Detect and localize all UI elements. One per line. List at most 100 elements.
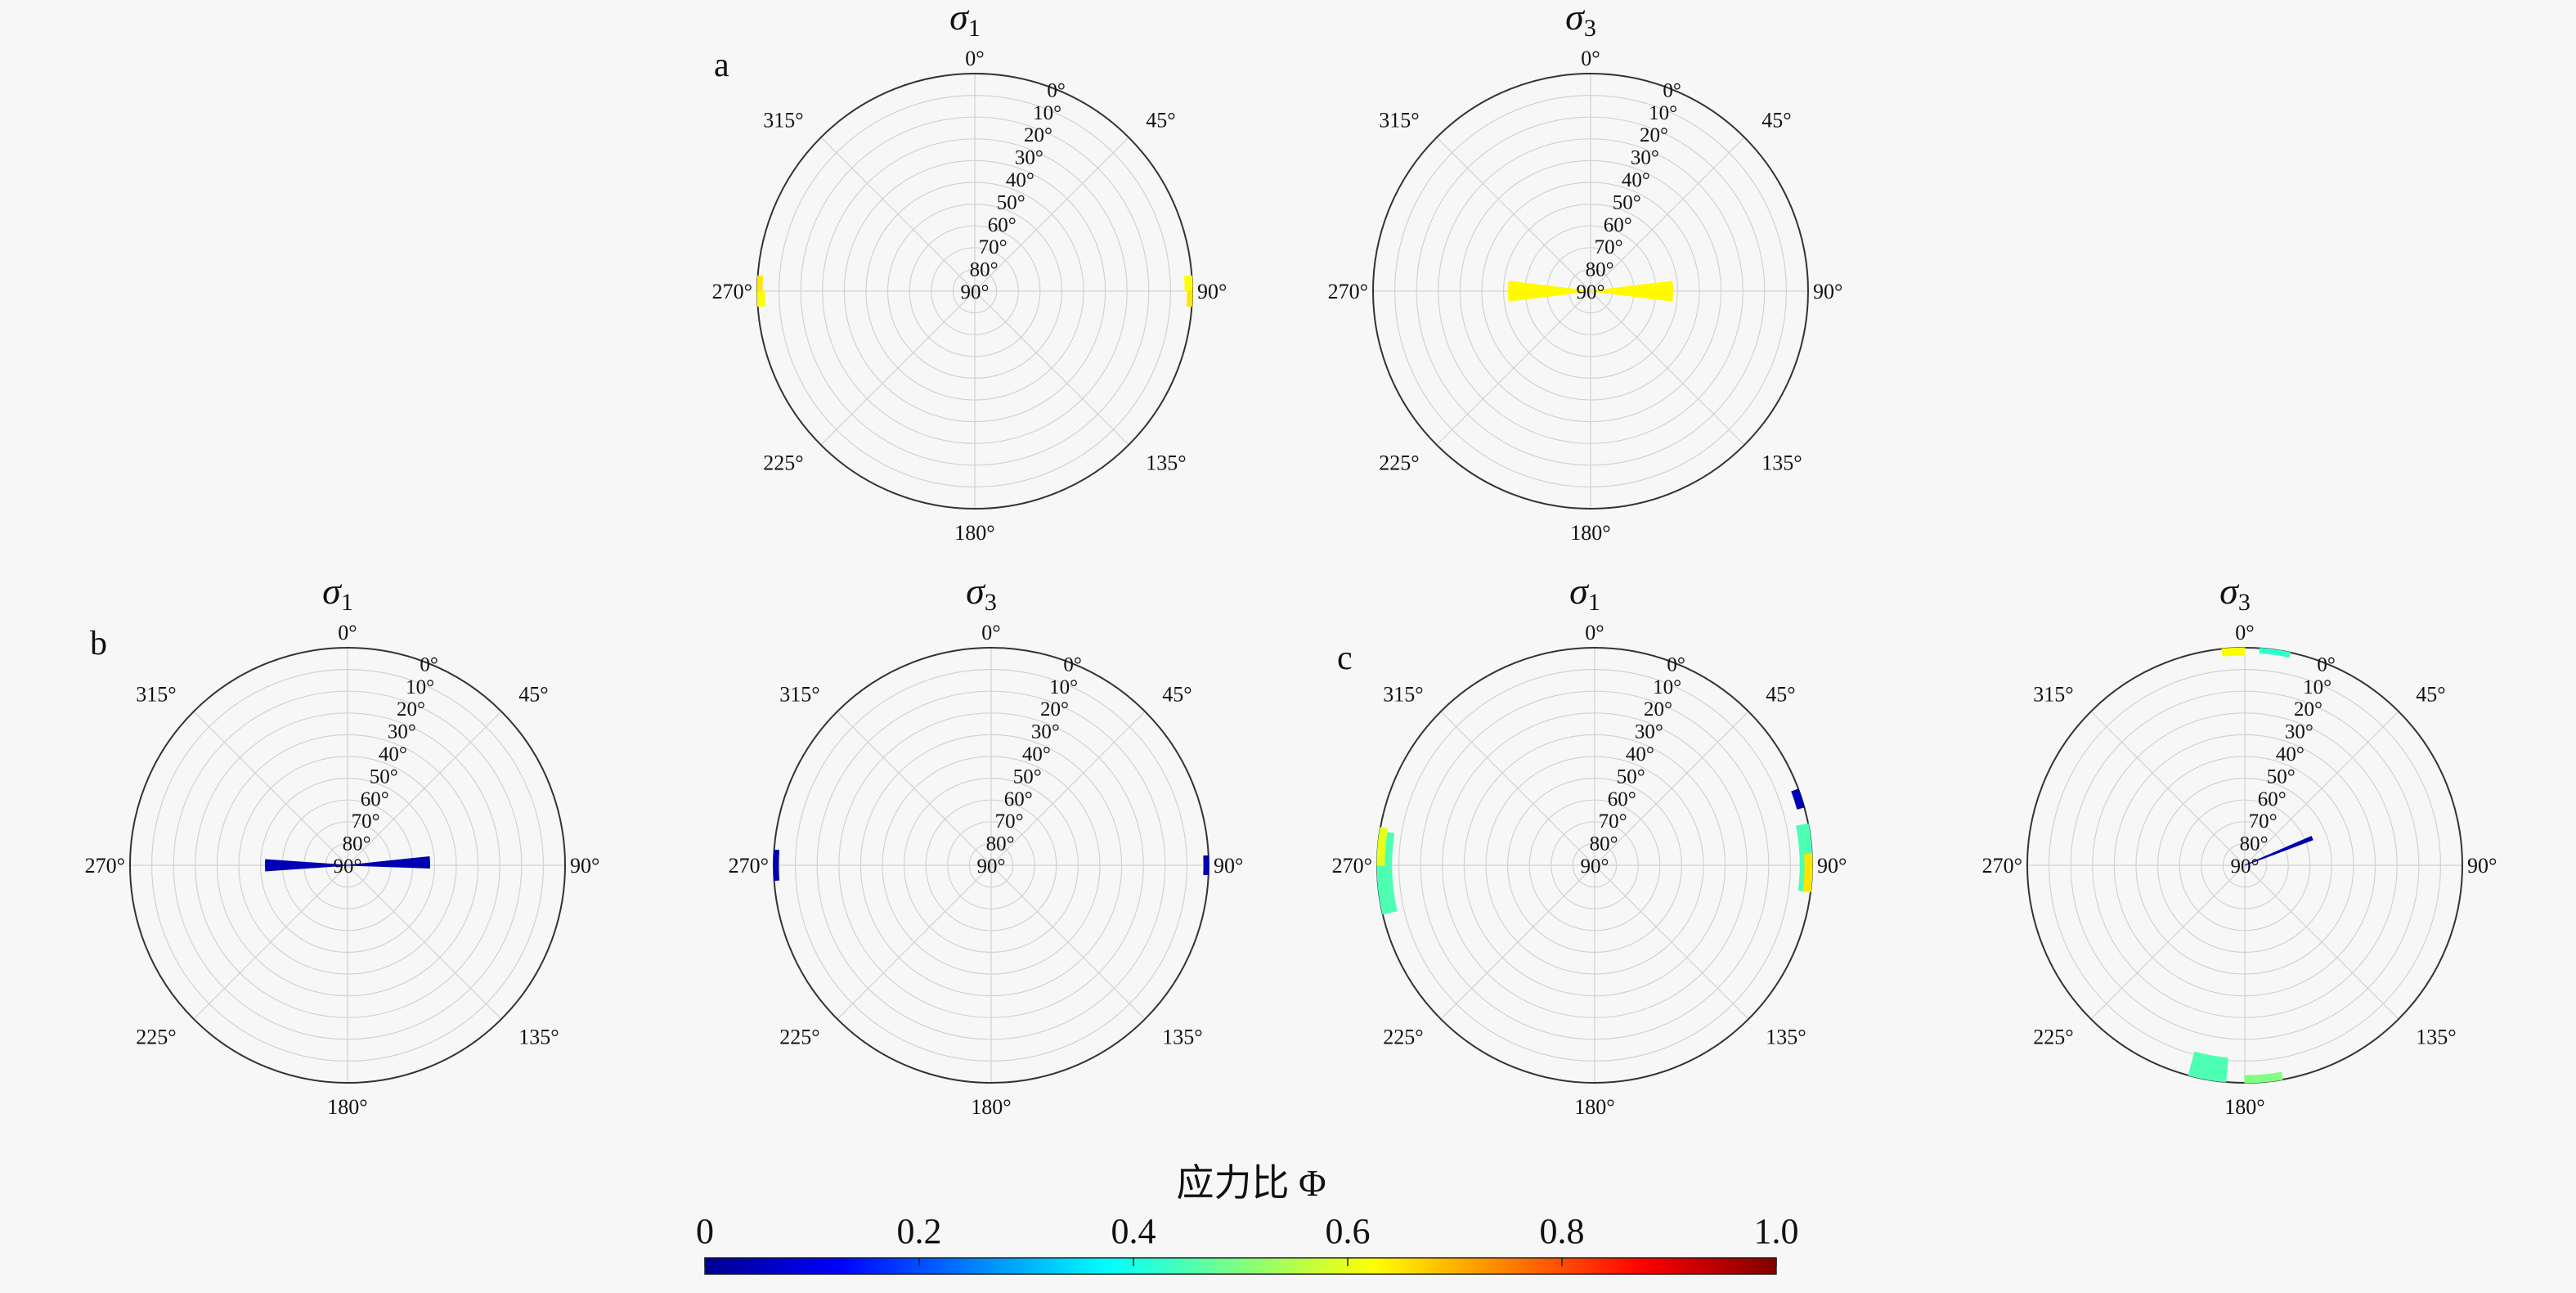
colorbar: 应力比 Φ 0 0.2 0.4 0.6 0.8 1.0 bbox=[696, 1162, 1799, 1275]
panel-letter: b bbox=[90, 625, 107, 662]
polar-frame bbox=[1372, 73, 1809, 510]
plunge-label: 0° bbox=[1663, 79, 1681, 101]
panel-title-subscript: 1 bbox=[968, 15, 981, 42]
plunge-label: 20° bbox=[1640, 124, 1668, 146]
polar-panel-b-sigma3: 0°45°90°135°180°225°270°315°0°10°20°30°4… bbox=[729, 570, 1244, 1119]
rose-sector bbox=[1791, 788, 1805, 810]
azimuth-label: 315° bbox=[2033, 683, 2073, 707]
azimuth-label: 315° bbox=[779, 683, 819, 707]
rose-sector bbox=[1186, 290, 1193, 308]
azimuth-label: 315° bbox=[1383, 683, 1423, 707]
plunge-label: 50° bbox=[370, 765, 398, 788]
panel-title-subscript: 1 bbox=[341, 589, 353, 616]
azimuth-label: 45° bbox=[1766, 683, 1795, 707]
plunge-label: 40° bbox=[1622, 169, 1650, 191]
azimuth-label: 135° bbox=[2416, 1025, 2456, 1048]
panel-title-subscript: 3 bbox=[1584, 15, 1596, 42]
plunge-label: 80° bbox=[2240, 833, 2269, 855]
azimuth-label: 225° bbox=[1383, 1025, 1423, 1048]
colorbar-title: 应力比 Φ bbox=[1176, 1162, 1326, 1204]
azimuth-label: 315° bbox=[1379, 109, 1419, 132]
colorbar-tick-label: 0.8 bbox=[1540, 1211, 1585, 1251]
panel-title-subscript: 1 bbox=[1588, 589, 1600, 616]
azimuth-label: 180° bbox=[971, 1095, 1011, 1119]
colorbar-gradient bbox=[704, 1257, 1777, 1275]
plunge-label: 80° bbox=[970, 259, 999, 281]
plunge-label: 70° bbox=[995, 810, 1024, 833]
azimuth-label: 315° bbox=[763, 109, 803, 132]
azimuth-label: 270° bbox=[729, 854, 769, 878]
rose-sector bbox=[1203, 855, 1209, 876]
polar-panel-c-sigma3: 0°45°90°135°180°225°270°315°0°10°20°30°4… bbox=[1982, 570, 2497, 1119]
azimuth-label: 135° bbox=[1162, 1025, 1202, 1048]
panel-letters: a b c bbox=[90, 47, 1353, 677]
plunge-label: 20° bbox=[1024, 124, 1052, 146]
plunge-label: 40° bbox=[2276, 743, 2304, 765]
plunge-label: 20° bbox=[1644, 698, 1672, 721]
plunge-label: 30° bbox=[2285, 721, 2313, 743]
plunge-label: 10° bbox=[1649, 102, 1677, 124]
polar-panels: 0°45°90°135°180°225°270°315°0°10°20°30°4… bbox=[85, 0, 2497, 1119]
plunge-label: 60° bbox=[361, 788, 389, 810]
panel-title: σ3 bbox=[2219, 570, 2251, 616]
plunge-label: 10° bbox=[1049, 676, 1078, 698]
plunge-label: 60° bbox=[1608, 788, 1636, 810]
plunge-label: 70° bbox=[979, 236, 1008, 258]
rose-sector bbox=[265, 859, 348, 872]
polar-panel-a-sigma1: 0°45°90°135°180°225°270°315°0°10°20°30°4… bbox=[712, 0, 1227, 545]
panel-letter: c bbox=[1337, 640, 1353, 677]
azimuth-label: 315° bbox=[136, 683, 176, 707]
azimuth-label: 270° bbox=[712, 280, 752, 303]
azimuth-label: 225° bbox=[763, 451, 803, 474]
azimuth-label: 0° bbox=[981, 621, 1000, 644]
plunge-label: 10° bbox=[1653, 676, 1681, 698]
colorbar-tick-label: 0.2 bbox=[897, 1211, 942, 1251]
azimuth-label: 90° bbox=[1214, 854, 1243, 878]
azimuth-label: 0° bbox=[1585, 621, 1604, 644]
azimuth-label: 180° bbox=[954, 521, 994, 545]
plunge-label: 50° bbox=[1613, 191, 1641, 213]
polar-panel-c-sigma1: 0°45°90°135°180°225°270°315°0°10°20°30°4… bbox=[1332, 570, 1847, 1119]
plunge-label: 40° bbox=[1626, 743, 1654, 765]
polar-panel-a-sigma3: 0°45°90°135°180°225°270°315°0°10°20°30°4… bbox=[1328, 0, 1843, 545]
rose-sector bbox=[756, 275, 764, 292]
rose-sector bbox=[2244, 835, 2313, 866]
rose-sector bbox=[1183, 275, 1193, 292]
azimuth-label: 45° bbox=[1146, 109, 1175, 132]
plunge-label: 50° bbox=[1013, 765, 1042, 788]
plunge-label: 60° bbox=[2258, 788, 2287, 810]
rose-sector bbox=[756, 290, 766, 308]
polar-panel-b-sigma1: 0°45°90°135°180°225°270°315°0°10°20°30°4… bbox=[85, 570, 600, 1119]
panel-letter: a bbox=[714, 47, 729, 84]
colorbar-tick-label: 0.4 bbox=[1111, 1211, 1156, 1251]
azimuth-label: 180° bbox=[2224, 1095, 2264, 1119]
plunge-label: 70° bbox=[1599, 810, 1627, 833]
plunge-label: 0° bbox=[420, 653, 438, 676]
azimuth-label: 270° bbox=[1332, 854, 1372, 878]
panel-title: σ1 bbox=[949, 0, 981, 42]
plunge-label: 90° bbox=[1577, 281, 1605, 303]
rose-sector bbox=[2244, 1071, 2283, 1084]
plunge-label: 40° bbox=[1006, 169, 1034, 191]
azimuth-label: 90° bbox=[1197, 280, 1227, 303]
plunge-label: 90° bbox=[334, 855, 362, 878]
azimuth-label: 180° bbox=[1574, 1095, 1614, 1119]
plunge-label: 0° bbox=[1667, 653, 1685, 676]
plunge-label: 70° bbox=[352, 810, 380, 833]
rose-sector bbox=[773, 849, 780, 882]
plunge-label: 50° bbox=[997, 191, 1025, 213]
azimuth-label: 135° bbox=[1146, 451, 1186, 474]
azimuth-label: 180° bbox=[1570, 521, 1610, 545]
plunge-label: 50° bbox=[1617, 765, 1645, 788]
azimuth-label: 135° bbox=[1766, 1025, 1806, 1048]
rose-sector bbox=[2188, 1051, 2228, 1083]
azimuth-label: 90° bbox=[2467, 854, 2497, 878]
plunge-label: 10° bbox=[2303, 676, 2331, 698]
panel-title-subscript: 3 bbox=[2238, 589, 2251, 616]
plunge-label: 90° bbox=[961, 281, 990, 303]
azimuth-label: 225° bbox=[2033, 1025, 2073, 1048]
azimuth-label: 0° bbox=[1581, 47, 1600, 70]
panel-title: σ3 bbox=[1565, 0, 1596, 42]
grid-spoke bbox=[820, 137, 1129, 446]
azimuth-label: 90° bbox=[1813, 280, 1842, 303]
